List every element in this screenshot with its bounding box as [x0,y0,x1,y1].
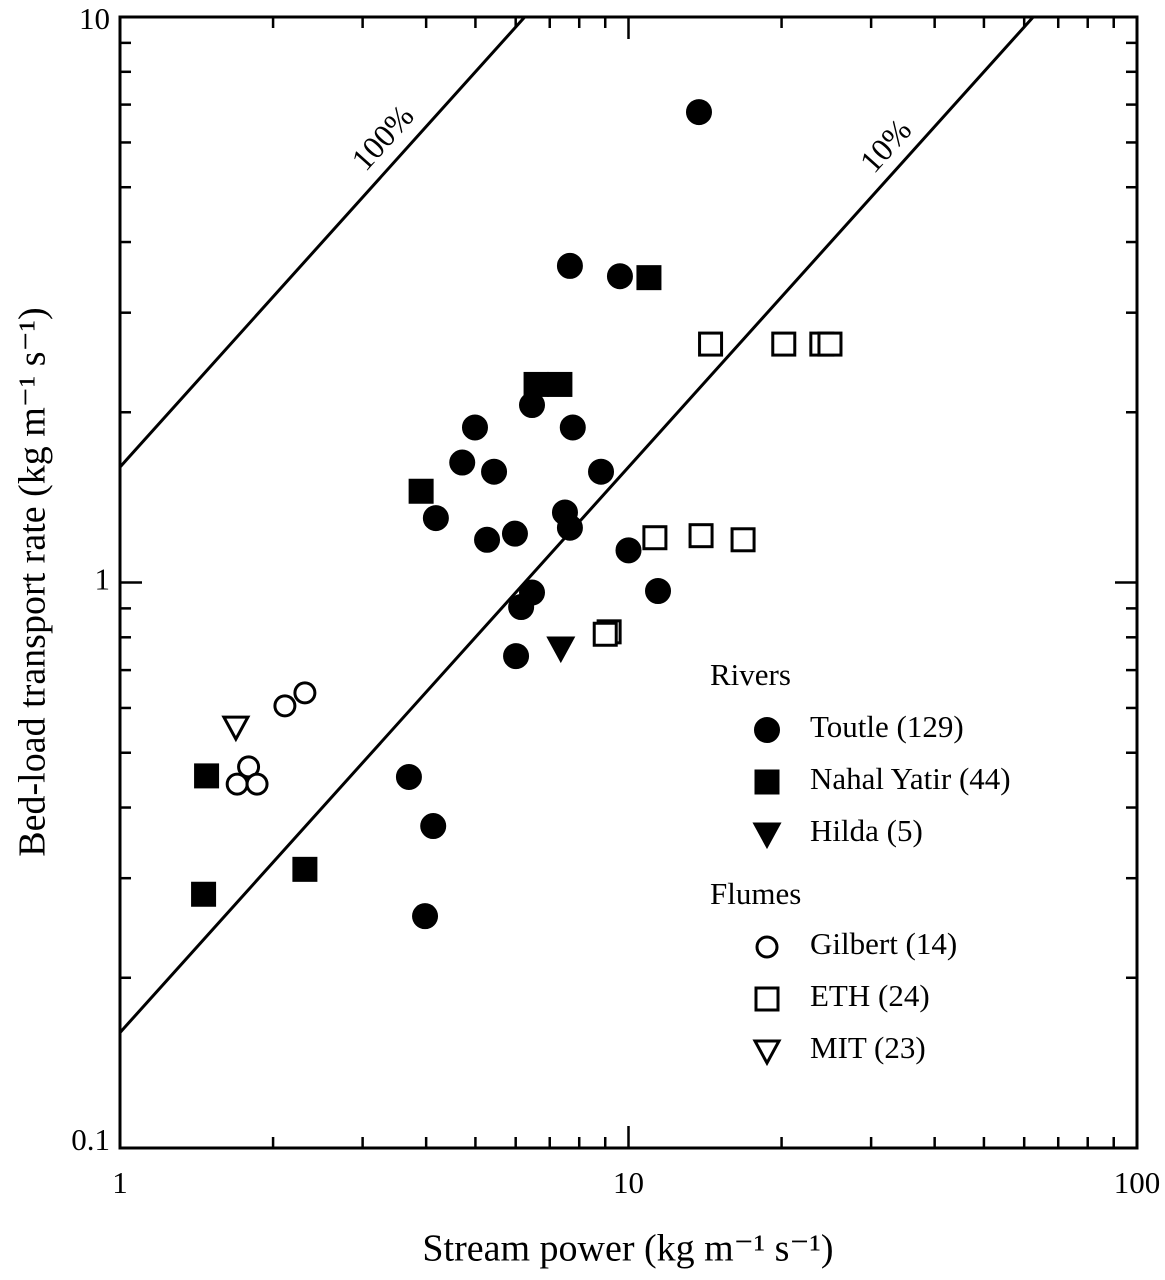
plot-frame [118,15,1139,1150]
y-axis-label: Bed-load transport rate (kg m⁻¹ s⁻¹) [12,307,54,856]
reference-line [118,15,526,469]
point [481,458,508,485]
x-tick-label: 1 [112,1165,128,1200]
legend-marker [755,935,779,959]
point [225,772,249,796]
x-axis-label: Stream power (kg m⁻¹ s⁻¹) [422,1228,833,1270]
point [501,520,528,547]
point [420,813,447,840]
point [408,478,434,504]
point [730,527,756,553]
point [556,514,583,541]
legend-marker [754,986,780,1012]
point [474,526,501,553]
legend-label: Hilda (5) [810,813,923,848]
point [293,681,317,705]
point [523,371,549,397]
point [606,263,633,290]
point [559,414,586,441]
y-tick-label: 0.1 [71,1122,110,1157]
line-label: 100% [344,98,421,178]
legend-label: Nahal Yatir (44) [810,761,1011,796]
legend-marker [754,717,780,743]
point [645,577,672,604]
legend-label: Toutle (129) [810,709,964,744]
point [194,763,220,789]
legend-label: Gilbert (14) [810,926,957,961]
y-tick-label: 1 [95,562,111,597]
legend-label: MIT (23) [810,1030,926,1065]
point [503,643,530,670]
point [449,449,476,476]
line-label: 10% [852,112,918,180]
point [698,331,724,357]
point [546,636,576,664]
legend-marker [754,769,780,795]
point [422,505,449,532]
y-tick-label: 10 [79,1,110,36]
point [642,525,668,551]
legend-title: Rivers [710,657,791,692]
point [508,594,535,621]
point [519,392,546,419]
legend-title: Flumes [710,876,801,911]
legend-marker [752,1039,782,1067]
point [771,331,797,357]
point [556,252,583,279]
point [547,371,573,397]
legend-label: ETH (24) [810,978,930,1013]
point [292,856,318,882]
x-tick-label: 100 [1114,1165,1161,1200]
point [592,621,618,647]
legend-marker [752,822,782,850]
point [245,772,269,796]
point [191,881,217,907]
point [817,331,843,357]
x-tick-label: 10 [613,1165,644,1200]
point [688,523,714,549]
point [461,414,488,441]
point [685,99,712,126]
point [273,694,297,718]
point [412,903,439,930]
point [636,265,662,291]
point [588,458,615,485]
point [395,763,422,790]
point [221,715,251,743]
point [615,537,642,564]
